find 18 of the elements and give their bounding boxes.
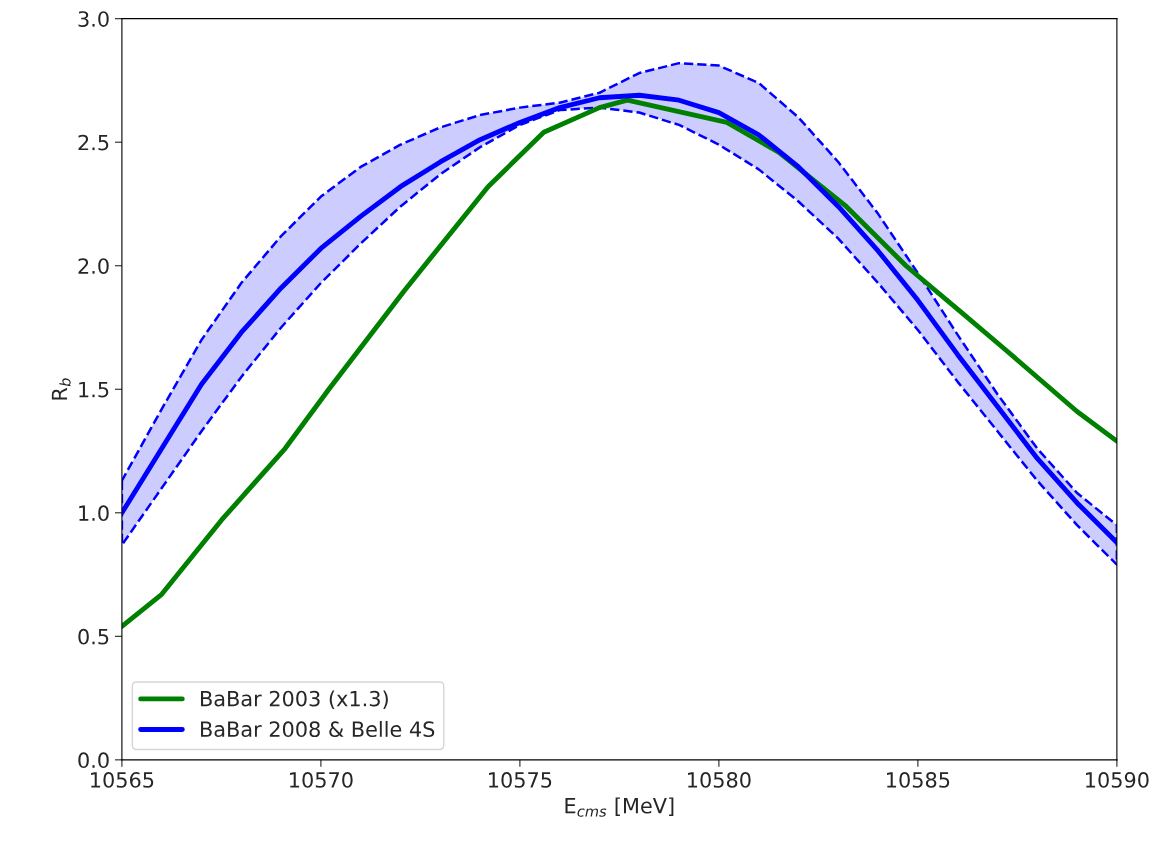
line-series xyxy=(121,97,1117,629)
y-tick-label: 2.5 xyxy=(78,134,109,151)
x-axis-title: E$_{cms}$ [MeV] xyxy=(565,797,674,817)
legend-label: BaBar 2003 (x1.3) xyxy=(201,690,388,709)
y-tick-label: 1.5 xyxy=(79,381,109,398)
y-tick-label: 0.0 xyxy=(78,752,109,769)
x-tick-label: 10565 xyxy=(91,772,154,788)
x-tick-label: 10590 xyxy=(1086,772,1149,788)
y-axis-title: R$_{b}$ xyxy=(51,378,71,400)
y-tick-label: 3.0 xyxy=(78,11,109,27)
y-tick-label: 1.0 xyxy=(79,505,109,522)
x-tick-label: 10570 xyxy=(290,772,353,788)
y-tick-label: 2.0 xyxy=(78,258,109,274)
y-tick-label: 0.5 xyxy=(78,628,109,645)
x-tick-label: 10580 xyxy=(688,772,751,788)
x-tick-label: 10575 xyxy=(489,772,552,788)
legend-label: BaBar 2008 & Belle 4S xyxy=(201,720,435,738)
x-tick-label: 10585 xyxy=(887,772,950,788)
